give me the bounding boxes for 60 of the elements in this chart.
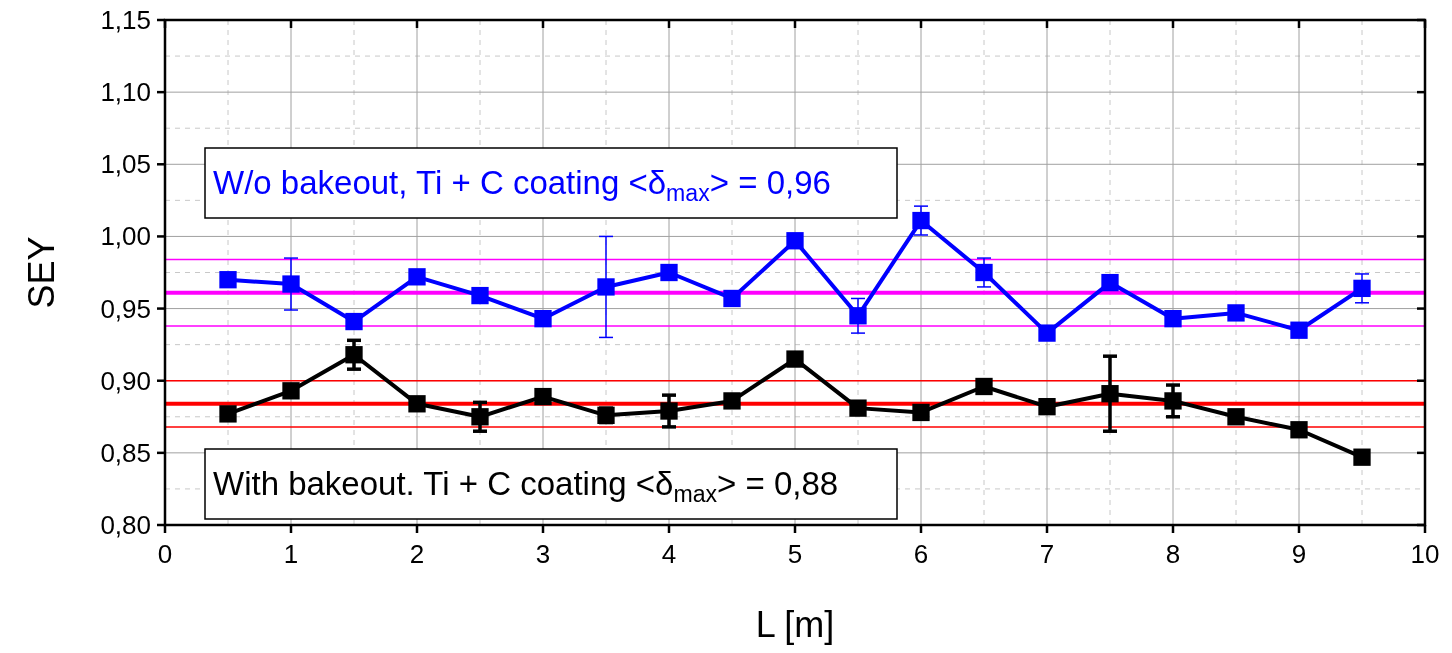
y-tick-label: 1,05 bbox=[100, 149, 151, 180]
point bbox=[471, 408, 489, 426]
y-tick-label: 0,95 bbox=[100, 293, 151, 324]
x-tick-label: 2 bbox=[409, 539, 425, 569]
point bbox=[345, 312, 363, 331]
y-tick-label: 0,80 bbox=[100, 510, 151, 540]
point bbox=[408, 395, 426, 413]
point bbox=[849, 307, 867, 325]
x-tick-label: 0 bbox=[157, 539, 173, 569]
y-tick-label: 0,85 bbox=[100, 437, 151, 468]
point bbox=[1038, 398, 1056, 416]
x-tick-label: 6 bbox=[913, 539, 929, 569]
point bbox=[1101, 385, 1119, 403]
point bbox=[282, 275, 300, 293]
point bbox=[345, 346, 363, 364]
point bbox=[660, 402, 678, 420]
y-tick-label: 1,15 bbox=[100, 5, 151, 35]
x-tick-label: 10 bbox=[1410, 539, 1440, 569]
x-axis-title: L [m] bbox=[755, 604, 835, 645]
point bbox=[219, 405, 237, 423]
point bbox=[1101, 273, 1119, 292]
point bbox=[1227, 408, 1245, 426]
point bbox=[975, 263, 993, 282]
x-tick-label: 7 bbox=[1039, 539, 1055, 569]
point bbox=[849, 399, 867, 417]
annotation: With bakeout. Ti + C coating <δ$_{max}$> = 0,88 bbox=[213, 465, 839, 507]
x-tick-label: 8 bbox=[1165, 539, 1181, 569]
point bbox=[975, 377, 993, 396]
y-tick-label: 1,00 bbox=[100, 221, 151, 252]
x-tick-label: 9 bbox=[1291, 539, 1307, 569]
point bbox=[471, 286, 489, 305]
point bbox=[534, 310, 552, 328]
x-tick-label: 3 bbox=[535, 539, 551, 569]
point bbox=[1227, 304, 1245, 322]
point bbox=[534, 387, 552, 406]
x-tick-label: 4 bbox=[661, 539, 677, 569]
point bbox=[1164, 310, 1182, 328]
point bbox=[723, 289, 741, 308]
point bbox=[219, 271, 237, 289]
annotation: W/o bakeout, Ti + C coating <δ$_{max}$> = 0,96 bbox=[213, 164, 831, 206]
point bbox=[660, 263, 678, 282]
point bbox=[786, 232, 804, 250]
y-tick-label: 0,90 bbox=[100, 365, 151, 396]
point bbox=[1353, 448, 1371, 466]
point bbox=[723, 392, 741, 410]
y-tick-label: 1,10 bbox=[100, 77, 151, 108]
point bbox=[1038, 324, 1056, 342]
point bbox=[1164, 392, 1182, 410]
x-tick-label: 1 bbox=[283, 539, 299, 569]
point bbox=[912, 403, 930, 422]
x-tick-label: 5 bbox=[787, 539, 803, 569]
point bbox=[912, 211, 930, 230]
point bbox=[408, 268, 426, 286]
point bbox=[786, 350, 804, 368]
point bbox=[1290, 421, 1308, 439]
point bbox=[1353, 279, 1371, 298]
point bbox=[282, 382, 300, 400]
point bbox=[597, 278, 615, 296]
point bbox=[1290, 321, 1308, 339]
y-axis-title: SEY bbox=[21, 236, 62, 309]
